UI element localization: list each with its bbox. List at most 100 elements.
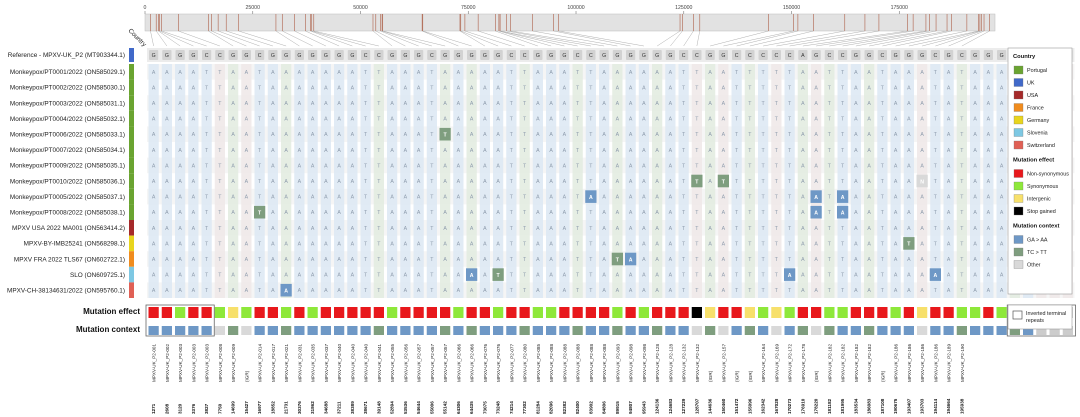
sample-base: A — [854, 226, 858, 232]
connector-line — [802, 30, 908, 47]
sample-base: T — [377, 288, 381, 294]
reference-base-cell — [944, 50, 954, 60]
sample-base: T — [523, 70, 527, 76]
sample-base: T — [881, 179, 885, 185]
sample-base: A — [231, 85, 235, 91]
reference-base: G — [324, 53, 328, 59]
sample-base: A — [801, 226, 805, 232]
sample-base: T — [762, 195, 766, 201]
sample-base: T — [218, 226, 222, 232]
sample-base: A — [814, 226, 818, 232]
sample-base: A — [894, 101, 898, 107]
reference-base: G — [178, 53, 182, 59]
sample-base: A — [271, 226, 275, 232]
sample-base: A — [867, 101, 871, 107]
reference-base: G — [191, 53, 195, 59]
sample-base: T — [788, 195, 792, 201]
sample-base: A — [642, 226, 646, 232]
sample-base: A — [192, 163, 196, 169]
mutation-effect-cell — [612, 307, 623, 318]
sample-base: T — [881, 148, 885, 154]
mutation-effect-cell — [718, 307, 729, 318]
sample-base: A — [655, 101, 659, 107]
reference-base-cell — [997, 50, 1007, 60]
sample-base: A — [722, 117, 726, 123]
column-tint — [254, 64, 265, 298]
sample-base: A — [655, 85, 659, 91]
reference-base: G — [271, 53, 275, 59]
sample-base: A — [337, 101, 341, 107]
mutation-effect-cell — [413, 307, 424, 318]
sample-base: T — [576, 226, 580, 232]
sample-base: A — [602, 179, 606, 185]
sample-base: A — [483, 85, 487, 91]
sample-base: T — [934, 241, 938, 247]
sample-base: T — [775, 179, 779, 185]
sample-base: A — [178, 241, 182, 247]
sample-label: SLO (ON609725.1) — [70, 272, 125, 279]
sample-base: A — [457, 148, 461, 154]
sample-base: A — [642, 195, 646, 201]
position-label: 3827 — [204, 403, 209, 414]
sample-base: A — [563, 163, 567, 169]
reference-base-cell — [811, 50, 821, 60]
sample-base: T — [377, 179, 381, 185]
sample-base: A — [907, 257, 911, 263]
sample-base: A — [854, 148, 858, 154]
connector-line — [736, 30, 798, 47]
sample-base: T — [735, 273, 739, 279]
position-label: 3120 — [178, 403, 183, 414]
sample-base: T — [510, 117, 514, 123]
sample-base: A — [854, 101, 858, 107]
itr-legend-label: repeats — [1026, 318, 1044, 324]
sample-base: T — [576, 241, 580, 247]
country-swatch — [129, 157, 134, 174]
sample-base: A — [894, 195, 898, 201]
sample-base: A — [1000, 241, 1004, 247]
sample-base: A — [894, 226, 898, 232]
column-tint — [214, 64, 225, 298]
sample-base: T — [218, 179, 222, 185]
gene-label: MPXV-UK_P2-164 — [761, 344, 766, 382]
sample-base: T — [775, 273, 779, 279]
sample-base: A — [549, 132, 553, 138]
sample-base: A — [417, 226, 421, 232]
sample-base: A — [483, 288, 487, 294]
sample-base: A — [311, 163, 315, 169]
position-label: 7750 — [217, 403, 222, 414]
reference-base: G — [390, 53, 394, 59]
sample-base: T — [775, 210, 779, 216]
connector-line — [882, 30, 952, 47]
sample-base: T — [841, 241, 845, 247]
sample-base: A — [470, 117, 474, 123]
column-tint — [837, 64, 848, 298]
sample-base: T — [510, 226, 514, 232]
column-tint — [387, 64, 398, 298]
mutation-context-cell — [453, 326, 464, 335]
sample-base: T — [934, 148, 938, 154]
sample-base: T — [828, 210, 832, 216]
reference-base-cell — [374, 50, 384, 60]
axis-tick-label: 125000 — [675, 5, 692, 11]
sample-base: A — [351, 101, 355, 107]
sample-base: A — [629, 163, 633, 169]
sample-base: A — [814, 163, 818, 169]
gene-label: MPXV-UK_P2-132 — [695, 344, 700, 382]
sample-base: T — [258, 163, 262, 169]
reference-base: G — [920, 53, 924, 59]
sample-base: T — [788, 132, 792, 138]
gene-label: MPXV-UK_P2-172 — [788, 344, 793, 382]
sample-base: A — [351, 241, 355, 247]
gene-label: MPXV-UK_P2-088 — [576, 344, 581, 382]
sample-base: A — [907, 273, 911, 279]
gene-label: MPXV-UK_P2-003 — [191, 344, 196, 382]
column-tint — [890, 64, 901, 298]
reference-base: G — [231, 53, 235, 59]
position-label: 77302 — [522, 401, 527, 414]
sample-base: A — [655, 226, 659, 232]
sample-base: A — [337, 288, 341, 294]
sample-base: T — [682, 195, 686, 201]
sample-base: A — [298, 101, 302, 107]
mutation-context-cell — [758, 326, 769, 335]
mutation-effect-cell — [479, 307, 490, 318]
